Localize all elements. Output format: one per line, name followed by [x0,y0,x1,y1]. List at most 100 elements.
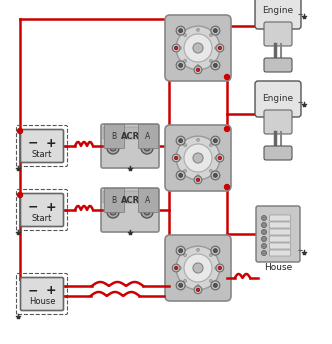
Circle shape [197,248,200,251]
FancyBboxPatch shape [165,125,231,191]
Circle shape [262,229,267,235]
Circle shape [179,29,183,33]
Circle shape [18,129,23,133]
Circle shape [215,157,218,160]
FancyBboxPatch shape [103,191,157,203]
Circle shape [213,29,217,33]
Circle shape [211,26,220,35]
Circle shape [184,144,212,172]
FancyBboxPatch shape [270,215,290,221]
Text: House: House [29,298,55,307]
Circle shape [176,281,185,290]
Circle shape [196,178,200,182]
Circle shape [215,46,218,50]
Circle shape [176,171,185,180]
Text: +: + [46,284,56,298]
Circle shape [179,139,183,143]
Circle shape [196,288,200,291]
FancyBboxPatch shape [165,15,231,81]
FancyBboxPatch shape [21,194,63,226]
Circle shape [144,145,150,151]
FancyBboxPatch shape [21,278,63,311]
Text: Start: Start [32,214,52,223]
Circle shape [176,61,185,70]
Circle shape [209,169,212,172]
FancyBboxPatch shape [101,188,159,232]
Circle shape [107,206,119,218]
Circle shape [216,154,224,162]
Circle shape [215,267,218,270]
Circle shape [211,246,220,255]
Circle shape [172,44,180,52]
Circle shape [144,209,150,215]
Circle shape [179,63,183,67]
Circle shape [172,264,180,272]
Circle shape [224,184,229,190]
Text: B: B [112,195,117,204]
Circle shape [110,145,116,151]
Circle shape [141,206,153,218]
FancyBboxPatch shape [264,22,292,46]
Circle shape [178,267,181,270]
Circle shape [196,68,200,72]
FancyBboxPatch shape [21,129,63,162]
Circle shape [262,223,267,227]
Circle shape [184,169,187,172]
FancyBboxPatch shape [255,0,301,29]
Circle shape [179,249,183,252]
Circle shape [197,65,200,68]
Circle shape [213,63,217,67]
Circle shape [213,173,217,177]
Circle shape [262,250,267,256]
FancyBboxPatch shape [101,124,159,168]
Circle shape [193,263,203,273]
Circle shape [209,143,212,147]
Circle shape [262,215,267,221]
FancyBboxPatch shape [270,236,290,242]
Circle shape [184,279,187,282]
Circle shape [213,249,217,252]
Circle shape [184,254,187,257]
Circle shape [209,34,212,37]
Circle shape [262,244,267,248]
FancyBboxPatch shape [270,243,290,249]
Circle shape [213,283,217,287]
Circle shape [184,34,212,62]
FancyBboxPatch shape [264,110,292,134]
Text: +: + [46,137,56,150]
Circle shape [218,156,221,160]
Circle shape [172,154,180,162]
Circle shape [211,136,220,145]
Circle shape [18,193,23,197]
Circle shape [176,136,185,145]
Circle shape [211,281,220,290]
FancyBboxPatch shape [255,81,301,117]
Circle shape [110,209,116,215]
Circle shape [176,26,220,70]
Circle shape [194,66,202,74]
Circle shape [178,46,181,50]
Circle shape [176,246,220,290]
FancyBboxPatch shape [270,222,290,228]
Circle shape [194,286,202,294]
Circle shape [193,43,203,53]
Circle shape [141,142,153,154]
FancyBboxPatch shape [270,229,290,235]
Circle shape [184,34,187,37]
Text: Engine: Engine [262,6,293,14]
Circle shape [197,28,200,31]
Circle shape [194,176,202,184]
Circle shape [184,254,212,282]
FancyBboxPatch shape [270,250,290,256]
Circle shape [218,266,221,270]
Circle shape [175,156,178,160]
Circle shape [107,142,119,154]
Text: ACR: ACR [122,195,140,204]
Circle shape [224,127,229,131]
Text: −: − [28,201,38,214]
Text: A: A [145,195,151,204]
Circle shape [179,173,183,177]
Circle shape [211,171,220,180]
Text: −: − [28,137,38,150]
Circle shape [211,61,220,70]
